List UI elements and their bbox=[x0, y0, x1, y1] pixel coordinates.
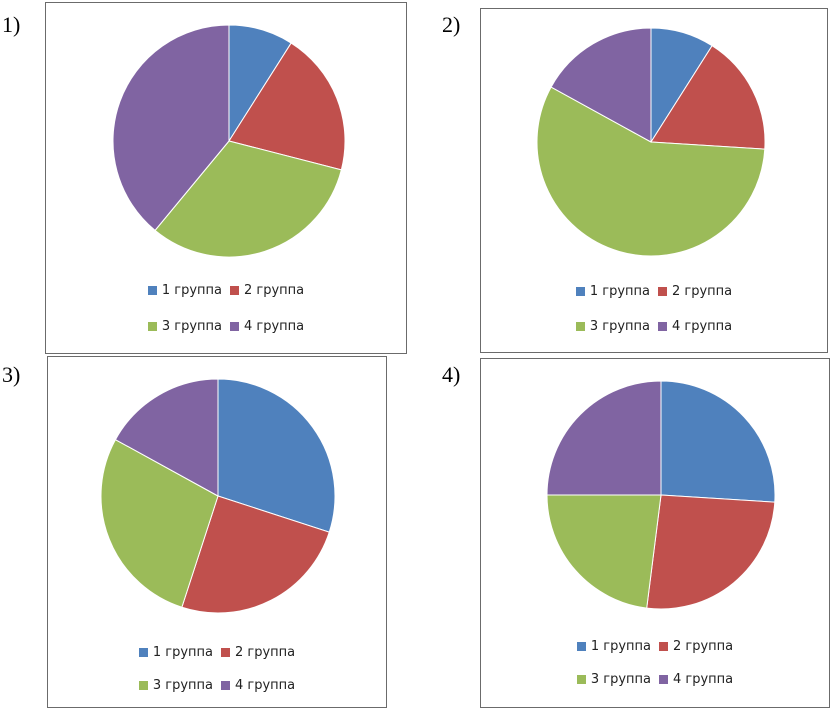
legend-label: 4 группа bbox=[244, 319, 305, 334]
legend-label: 2 группа bbox=[244, 283, 305, 298]
legend-label: 2 группа bbox=[235, 645, 296, 660]
legend-item-group-2: 2 группа bbox=[230, 283, 304, 298]
legend-label: 1 группа bbox=[590, 639, 651, 654]
pie-slice-group-3 bbox=[546, 494, 662, 609]
legend-swatch bbox=[221, 648, 230, 657]
pie-slice-group-3 bbox=[536, 86, 766, 257]
legend-swatch bbox=[658, 322, 667, 331]
legend-label: 2 группа bbox=[673, 639, 734, 654]
chart-number-label-2: 2) bbox=[442, 12, 461, 37]
legend-swatch bbox=[659, 642, 668, 651]
legend-item-group-2: 2 группа bbox=[658, 284, 732, 299]
legend-label: 1 группа bbox=[161, 283, 222, 298]
legend-label: 3 группа bbox=[589, 319, 650, 334]
pie-slice-group-1 bbox=[217, 378, 336, 533]
pie-chart-4-svg bbox=[546, 380, 776, 610]
legend-swatch bbox=[658, 287, 667, 296]
legend-item-group-3: 3 группа bbox=[147, 319, 222, 334]
legend-item-group-4: 4 группа bbox=[221, 678, 295, 693]
pie-slice-group-2 bbox=[181, 495, 330, 614]
legend-swatch bbox=[230, 322, 239, 331]
legend-label: 3 группа bbox=[590, 672, 651, 687]
legend-item-group-4: 4 группа bbox=[658, 319, 732, 334]
legend-swatch bbox=[138, 648, 148, 657]
legend-item-group-3: 3 группа bbox=[576, 672, 651, 687]
legend-label: 1 группа bbox=[589, 284, 650, 299]
legend-item-group-3: 3 группа bbox=[575, 319, 650, 334]
pie-chart-1-svg bbox=[112, 24, 346, 258]
chart-number-label-3: 3) bbox=[2, 362, 21, 387]
chart-number-label-1: 1) bbox=[2, 12, 21, 37]
legend-label: 3 группа bbox=[161, 319, 222, 334]
pie-chart-4: 1 группа 2 группа 3 группа 4 группа bbox=[480, 358, 830, 708]
legend-swatch bbox=[659, 675, 668, 684]
pie-slice-group-4 bbox=[114, 378, 219, 497]
pie-slice-group-4 bbox=[546, 380, 662, 496]
legend-swatch bbox=[575, 287, 585, 296]
pie-slice-group-3 bbox=[154, 140, 342, 258]
pie-chart-1: 1 группа 2 группа 3 группа 4 группа bbox=[45, 2, 407, 354]
legend-label: 2 группа bbox=[672, 284, 733, 299]
legend-swatch bbox=[575, 322, 585, 331]
legend-item-group-1: 1 группа bbox=[147, 283, 222, 298]
pie-chart-2: 1 группа 2 группа 3 группа 4 группа bbox=[480, 8, 828, 353]
pie-chart-3-svg bbox=[100, 378, 336, 614]
legend-label: 4 группа bbox=[672, 319, 733, 334]
pie-slice-group-2 bbox=[228, 42, 346, 171]
pie-slice-group-2 bbox=[650, 45, 766, 150]
legend-item-group-4: 4 группа bbox=[659, 672, 733, 687]
legend-swatch bbox=[147, 286, 157, 295]
legend-swatch bbox=[221, 681, 230, 690]
legend-item-group-1: 1 группа bbox=[576, 639, 651, 654]
legend-item-group-3: 3 группа bbox=[138, 678, 213, 693]
legend-label: 1 группа bbox=[152, 645, 213, 660]
legend-swatch bbox=[576, 642, 586, 651]
pie-slice-group-2 bbox=[646, 494, 776, 610]
legend-item-group-1: 1 группа bbox=[575, 284, 650, 299]
chart-number-label-4: 4) bbox=[442, 362, 461, 387]
legend-swatch bbox=[576, 675, 586, 684]
pie-chart-2-svg bbox=[536, 27, 766, 257]
legend-label: 4 группа bbox=[235, 678, 296, 693]
legend-item-group-4: 4 группа bbox=[230, 319, 304, 334]
legend-label: 3 группа bbox=[152, 678, 213, 693]
legend-swatch bbox=[230, 286, 239, 295]
pie-slice-group-4 bbox=[112, 24, 230, 232]
legend-label: 4 группа bbox=[673, 672, 734, 687]
legend-item-group-2: 2 группа bbox=[221, 645, 295, 660]
pie-slice-group-3 bbox=[100, 438, 219, 608]
legend-item-group-2: 2 группа bbox=[659, 639, 733, 654]
legend-item-group-1: 1 группа bbox=[138, 645, 213, 660]
pie-chart-3: 1 группа 2 группа 3 группа 4 группа bbox=[47, 356, 387, 708]
legend-swatch bbox=[147, 322, 157, 331]
pie-slice-group-4 bbox=[550, 27, 652, 143]
pie-slice-group-1 bbox=[660, 380, 776, 503]
legend-swatch bbox=[138, 681, 148, 690]
